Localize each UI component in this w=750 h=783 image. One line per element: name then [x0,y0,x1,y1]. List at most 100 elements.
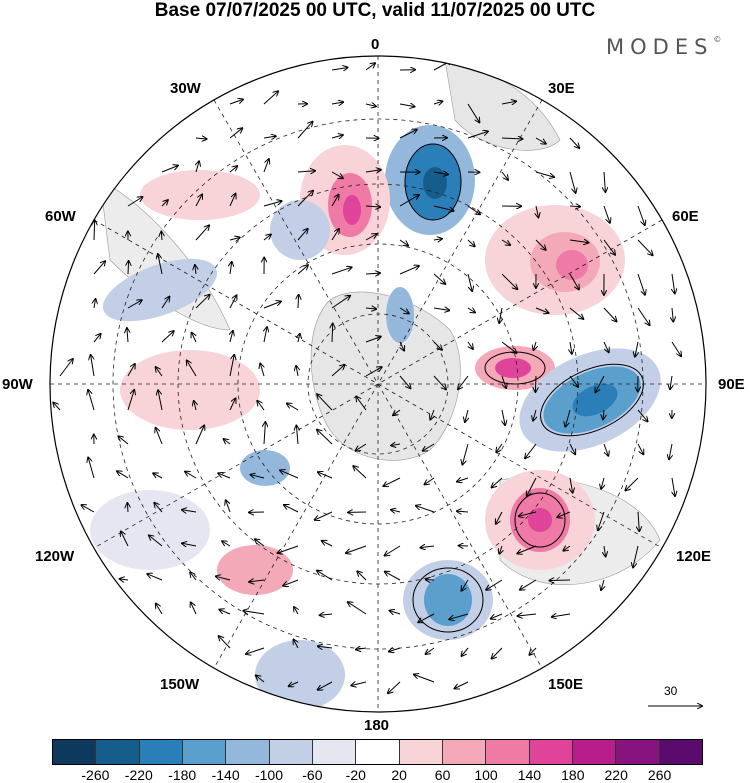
wind-vector [53,403,61,411]
wind-vector [161,200,168,207]
label-0: 0 [371,36,380,53]
colorbar-swatch [96,740,140,764]
wind-vector [399,104,415,107]
wind-vector [218,473,231,479]
wind-vector [467,205,480,214]
wind-vector [365,234,377,241]
wind-vector [127,328,128,343]
wind-vector [635,341,638,357]
wind-vector [331,267,352,275]
wind-vector [195,295,210,309]
wind-vector [633,545,639,567]
label-150e: 150E [548,676,584,693]
wind-vector [256,676,265,683]
wind-vectors [53,60,681,693]
brand-mark: © [713,35,722,44]
wind-vector [468,341,473,349]
wind-vector [535,375,536,392]
wind-vector [365,367,382,377]
wind-vector [550,580,571,581]
wind-vector [156,428,163,445]
wind-vector [120,579,129,580]
wind-vector [535,239,546,250]
wind-vector [598,511,605,530]
wind-vector [569,443,575,454]
wind-vector [229,194,236,207]
wind-vector [595,375,605,392]
wind-vector [318,472,333,479]
wind-vector [552,614,571,617]
wind-vector [127,197,142,207]
wind-vector [604,545,606,556]
colorbar-tick-label: -140 [211,767,240,783]
wind-vector [194,401,196,411]
wind-vector [257,401,265,411]
wind-vector [226,500,231,513]
wind-vector [533,409,536,421]
wind-vector [191,602,197,615]
wind-vector [467,103,479,122]
label-90e: 90E [718,376,745,393]
wind-vector [467,308,475,313]
wind-vector [390,611,401,614]
wind-vector [158,254,163,275]
wind-vector [127,503,128,513]
wind-vector [182,543,197,546]
colorbar-swatch [659,740,702,764]
colorbar-swatch [572,740,617,764]
wind-vector [391,444,401,446]
wind-vector [182,510,197,512]
wind-vector [263,301,281,309]
wind-vector [601,579,604,590]
wind-vector [517,545,537,554]
wind-vector [356,648,367,650]
wind-vector [365,337,381,343]
chart-title: Base 07/07/2025 00 UTC, valid 11/07/2025… [154,0,596,21]
wind-vector [365,104,376,106]
wind-vector [230,262,232,275]
colorbar-swatch [486,740,530,764]
wind-vector [637,205,645,225]
wind-vector [433,375,446,389]
wind-vector [421,546,435,548]
wind-vector [147,574,163,581]
colorbar-tick-label: 260 [647,767,672,783]
wind-vector [127,364,135,377]
wind-vector [637,273,645,295]
wind-vector [331,296,350,309]
wind-vector [263,201,282,207]
wind-vector [229,128,242,139]
colorbar-tick-label: -60 [302,767,323,783]
wind-vector [357,571,367,581]
wind-vector [465,409,468,422]
wind-vector [298,334,300,343]
wind-vector [153,473,163,479]
wind-vector [467,131,488,139]
wind-vector [502,409,505,425]
wind-vector [462,647,469,656]
wind-vector [638,511,639,531]
colorbar-swatch [616,740,660,764]
wind-vector [499,307,502,323]
wind-vector [603,205,610,223]
antarctica-land [310,291,461,461]
wind-vector [457,511,469,512]
wind-vector [536,205,538,217]
wind-vector [318,681,333,690]
wind-vector [467,273,472,291]
wind-vector [389,648,401,652]
colorbar-tick-label: 220 [604,767,628,783]
wind-vector [393,409,401,415]
wind-vector [297,265,308,275]
modes-logo: MODES© [606,35,721,59]
wind-vector [298,295,299,309]
wind-vector [263,91,278,105]
wind-vector [229,238,240,241]
wind-vector [161,331,174,343]
wind-vector [457,478,469,482]
wind-vector [399,130,417,139]
wind-vector [433,205,454,211]
wind-vector [672,477,675,496]
wind-vector [501,341,517,353]
